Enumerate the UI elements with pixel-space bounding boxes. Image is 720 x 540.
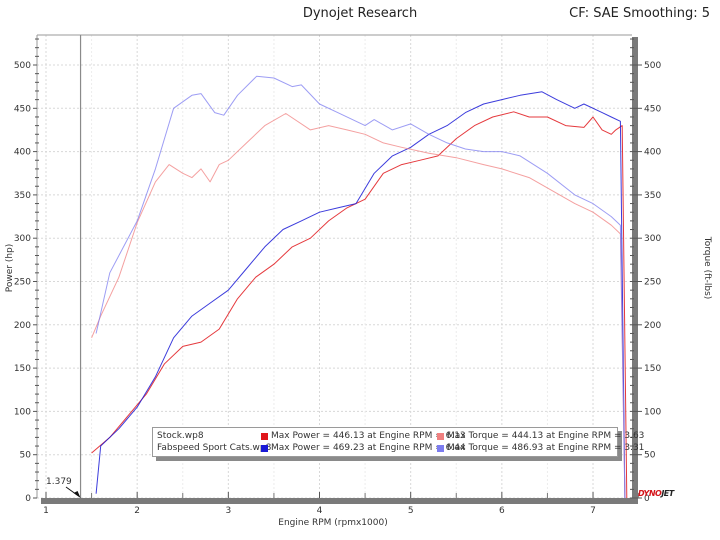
svg-text:100: 100	[14, 407, 31, 417]
svg-text:5: 5	[408, 506, 414, 516]
legend-max-torque: Max Torque = 444.13 at Engine RPM = 3.63	[447, 431, 645, 441]
y-axis-title: Power (hp)	[5, 244, 15, 293]
legend-max-power: Max Power = 446.13 at Engine RPM = 6.13	[271, 431, 466, 441]
svg-text:7: 7	[590, 506, 596, 516]
correction-factor-label: CF: SAE Smoothing: 5	[569, 6, 710, 21]
plot-frame	[36, 34, 638, 504]
logo-part-dyno: DYNO	[638, 489, 662, 498]
svg-text:3: 3	[225, 506, 231, 516]
svg-text:300: 300	[14, 234, 31, 244]
svg-text:50: 50	[20, 451, 32, 461]
svg-text:450: 450	[14, 104, 31, 114]
svg-text:200: 200	[644, 321, 661, 331]
stock-torque-swatch	[437, 433, 444, 440]
svg-text:6: 6	[499, 506, 505, 516]
svg-text:400: 400	[14, 148, 31, 158]
dynojet-logo: DYNOJET	[638, 489, 674, 498]
curves	[91, 75, 628, 499]
svg-text:2: 2	[134, 506, 140, 516]
y2-axis-title: Torque (ft-lbs)	[702, 236, 712, 300]
svg-text:1: 1	[43, 506, 49, 516]
legend-run-name: Fabspeed Sport Cats.wp8	[157, 443, 272, 453]
svg-text:150: 150	[644, 364, 661, 374]
svg-text:450: 450	[644, 104, 661, 114]
svg-text:500: 500	[644, 61, 661, 71]
svg-text:250: 250	[14, 278, 31, 288]
rpm-cursor[interactable]	[65, 35, 82, 498]
svg-text:200: 200	[14, 321, 31, 331]
stock-power-swatch	[261, 433, 268, 440]
svg-text:300: 300	[644, 234, 661, 244]
svg-text:0: 0	[25, 494, 31, 504]
svg-text:350: 350	[14, 191, 31, 201]
svg-text:0: 0	[644, 494, 650, 504]
legend-max-torque: Max Torque = 486.93 at Engine RPM = 3.31	[447, 443, 645, 453]
svg-text:150: 150	[14, 364, 31, 374]
x-axis-title: Engine RPM (rpmx1000)	[278, 518, 387, 528]
svg-text:350: 350	[644, 191, 661, 201]
svg-text:250: 250	[644, 278, 661, 288]
svg-text:400: 400	[644, 148, 661, 158]
fabspeed-torque-swatch	[437, 445, 444, 452]
svg-text:4: 4	[317, 506, 323, 516]
svg-text:500: 500	[14, 61, 31, 71]
cursor-label: 1.379	[46, 477, 72, 487]
axes: 0 0 50 50 100 100 150 150 200 200 250 250 300 300 350 3…	[14, 38, 661, 516]
chart-title: Dynojet Research	[302, 6, 418, 21]
legend-max-power: Max Power = 469.23 at Engine RPM = 6.44	[271, 443, 466, 453]
svg-text:100: 100	[644, 407, 661, 417]
power-curve	[91, 111, 628, 499]
power-curve	[95, 91, 626, 499]
grid-lines	[37, 35, 632, 499]
torque-curve	[95, 75, 626, 499]
svg-text:50: 50	[644, 451, 656, 461]
logo-part-jet: JET	[661, 489, 674, 498]
torque-curve	[91, 113, 626, 499]
legend: Stock.wp8 Max Power = 446.13 at Engine R…	[152, 427, 644, 457]
legend-run-name: Stock.wp8	[157, 431, 204, 441]
fabspeed-power-swatch	[261, 445, 268, 452]
